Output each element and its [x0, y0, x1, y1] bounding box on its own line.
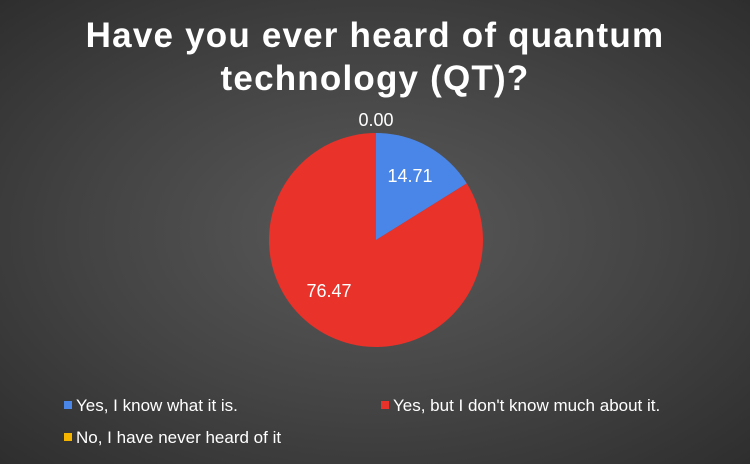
legend-label-never-heard: No, I have never heard of it [76, 428, 282, 447]
legend-swatch-yes-not-much [381, 401, 389, 409]
data-label-never-heard: 0.00 [358, 110, 393, 130]
legend-swatch-yes-know [64, 401, 72, 409]
pie-slice-yes-know [376, 133, 467, 240]
data-label-yes-not-much: 76.47 [306, 281, 351, 301]
legend-item-yes-not-much: Yes, but I don't know much about it. [381, 396, 660, 416]
legend-item-never-heard: No, I have never heard of it [64, 428, 281, 448]
chart-title-line-1: Have you ever heard of quantum [85, 16, 665, 55]
pie-slice-yes-not-much [269, 133, 484, 347]
legend-label-yes-know: Yes, I know what it is. [76, 396, 238, 415]
legend-item-yes-know: Yes, I know what it is. [64, 396, 238, 416]
chart-title-line-2: technology (QT)? [220, 59, 530, 98]
legend-swatch-never-heard [64, 433, 72, 441]
legend-label-yes-not-much: Yes, but I don't know much about it. [393, 396, 661, 415]
data-label-yes-know: 14.71 [387, 166, 432, 186]
chart-title: Have you ever heard of quantum technolog… [0, 14, 750, 100]
